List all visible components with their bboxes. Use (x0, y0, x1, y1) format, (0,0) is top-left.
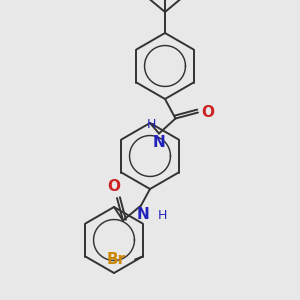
Text: Br: Br (107, 252, 126, 267)
Text: N: N (137, 207, 150, 222)
Text: O: O (202, 105, 214, 120)
Text: N: N (153, 135, 165, 150)
Text: H: H (158, 209, 167, 222)
Text: H: H (147, 118, 157, 131)
Text: O: O (107, 179, 121, 194)
